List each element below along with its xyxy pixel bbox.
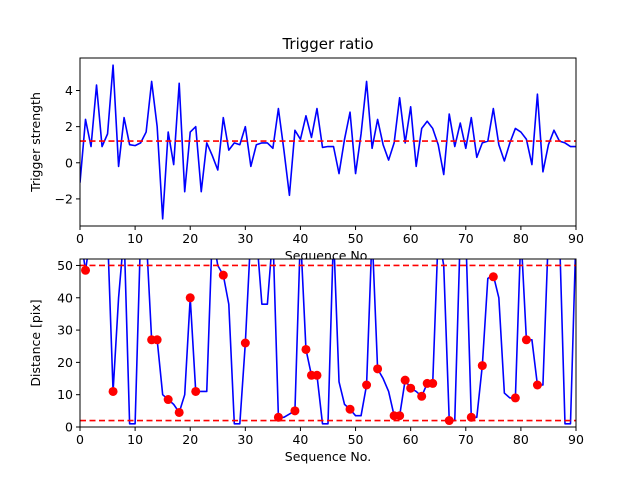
x-tick-label: 80 (513, 432, 529, 447)
marker-4 (163, 395, 173, 405)
x-tick-label: 90 (568, 231, 584, 246)
x-tick-label: 70 (458, 432, 474, 447)
marker-29 (510, 393, 520, 403)
x-tick-label: 0 (76, 231, 84, 246)
marker-26 (466, 412, 476, 422)
marker-31 (532, 380, 542, 390)
x-axis-label: Sequence No. (285, 449, 371, 464)
marker-20 (400, 375, 410, 385)
y-tick-label: 0 (65, 420, 73, 435)
marker-27 (477, 361, 487, 371)
x-tick-label: 60 (403, 231, 419, 246)
marker-25 (444, 416, 454, 426)
y-axis-label: Distance [pix] (28, 299, 43, 386)
distance-panel: 0 10 20 30 40 50 60 70 80 90 0 10 20 30 40 50 Sequence N… (28, 258, 584, 464)
marker-19 (395, 411, 405, 421)
marker-12 (301, 344, 311, 354)
marker-16 (362, 380, 372, 390)
y-tick-label: 20 (57, 355, 73, 370)
marker-5 (174, 407, 184, 417)
marker-28 (488, 272, 498, 282)
plot-area (80, 58, 576, 226)
marker-7 (191, 386, 201, 396)
x-tick-label: 40 (292, 432, 308, 447)
x-tick-label: 10 (127, 432, 143, 447)
x-tick-label: 20 (182, 432, 198, 447)
y-tick-label: 30 (57, 323, 73, 338)
x-tick-label: 50 (348, 432, 364, 447)
marker-22 (417, 391, 427, 401)
marker-6 (185, 293, 195, 303)
marker-1 (108, 386, 118, 396)
marker-3 (152, 335, 162, 345)
y-tick-label: 10 (57, 387, 73, 402)
x-tick-label: 10 (127, 231, 143, 246)
marker-10 (273, 412, 283, 422)
y-tick-label: 50 (57, 258, 73, 273)
marker-9 (240, 338, 250, 348)
y-axis-label: Trigger strength (28, 92, 43, 193)
marker-0 (81, 265, 91, 275)
marker-8 (218, 270, 228, 280)
x-tick-label: 0 (76, 432, 84, 447)
x-tick-label: 40 (292, 231, 308, 246)
y-tick-label: 2 (65, 119, 73, 134)
x-tick-label: 80 (513, 231, 529, 246)
x-tick-label: 90 (568, 432, 584, 447)
x-tick-label: 60 (403, 432, 419, 447)
axes-frame (79, 258, 577, 428)
marker-21 (406, 383, 416, 393)
marker-30 (521, 335, 531, 345)
x-tick-label: 30 (237, 231, 253, 246)
x-tick-label: 70 (458, 231, 474, 246)
marker-15 (345, 404, 355, 414)
chart-title: Trigger ratio (281, 35, 373, 53)
marker-14 (312, 370, 322, 380)
x-tick-label: 30 (237, 432, 253, 447)
y-tick-label: 0 (65, 155, 73, 170)
x-tick-label: 50 (348, 231, 364, 246)
marker-11 (290, 406, 300, 416)
axes-frame (79, 57, 577, 227)
y-tick-label: 4 (65, 83, 73, 98)
series-line-0 (80, 64, 576, 220)
x-tick-label: 20 (182, 231, 198, 246)
y-tick-label: −2 (55, 191, 73, 206)
y-tick-label: 40 (57, 290, 73, 305)
marker-24 (428, 378, 438, 388)
marker-17 (373, 364, 383, 374)
